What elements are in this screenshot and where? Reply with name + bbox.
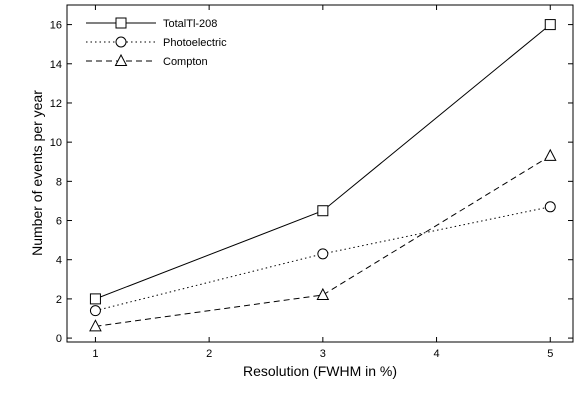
series-compton — [89, 148, 557, 332]
series-totaltl-208 — [89, 19, 556, 305]
legend-label: Compton — [163, 56, 208, 68]
data-point — [543, 148, 557, 161]
data-point — [89, 293, 101, 305]
legend-item-totaltl-208: TotalTl-208 — [86, 17, 217, 30]
y-tick-label: 14 — [50, 59, 62, 71]
data-point — [89, 305, 101, 317]
y-tick-label: 4 — [56, 255, 62, 267]
x-tick-label: 4 — [433, 348, 439, 360]
legend-label: Photoelectric — [163, 37, 227, 49]
y-tick-label: 16 — [50, 20, 62, 32]
data-point — [317, 205, 329, 217]
y-tick-label: 6 — [56, 216, 62, 228]
data-point — [316, 287, 330, 300]
legend-item-photoelectric: Photoelectric — [86, 36, 227, 49]
legend-marker — [115, 17, 127, 29]
plot-frame — [66, 4, 574, 343]
x-tick-label: 5 — [547, 348, 553, 360]
y-tick-label: 2 — [56, 294, 62, 306]
y-tick-label: 10 — [50, 137, 62, 149]
y-tick-label: 0 — [56, 333, 62, 345]
legend-marker — [115, 36, 127, 48]
series-layer — [89, 19, 557, 332]
series-line — [95, 155, 551, 327]
x-tick-label: 1 — [92, 348, 98, 360]
y-tick-label: 8 — [56, 176, 62, 188]
series-photoelectric — [89, 201, 556, 317]
data-point — [89, 319, 102, 332]
x-axis-title: Resolution (FWHM in %) — [243, 363, 397, 379]
legend: TotalTl-208 Photoelectric Compton — [86, 17, 227, 68]
y-axis-title: Number of events per year — [29, 90, 45, 256]
legend-item-compton: Compton — [86, 53, 208, 68]
data-point — [544, 201, 556, 213]
legend-label: TotalTl-208 — [163, 18, 217, 30]
legend-marker — [114, 53, 128, 66]
y-tick-label: 12 — [50, 98, 62, 110]
data-point — [544, 19, 556, 31]
x-tick-label: 3 — [320, 348, 326, 360]
x-tick-label: 2 — [206, 348, 212, 360]
data-point — [317, 248, 329, 260]
